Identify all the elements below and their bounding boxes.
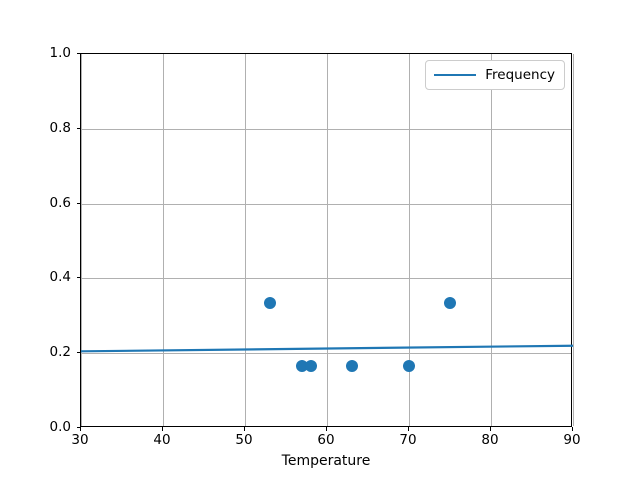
gridline-x	[491, 54, 492, 426]
line-series-frequency	[81, 344, 573, 353]
data-point	[304, 359, 317, 372]
legend-line-sample	[434, 73, 477, 77]
data-point	[345, 359, 358, 372]
legend-label-frequency: Frequency	[485, 67, 555, 83]
x-tick-label: 30	[71, 432, 89, 448]
y-tick-label: 0.8	[49, 119, 71, 136]
x-tick-label: 70	[399, 432, 417, 448]
y-tick	[76, 277, 80, 279]
frequency-line	[81, 344, 573, 353]
data-layer	[81, 54, 573, 428]
y-tick	[76, 127, 80, 129]
x-tick	[244, 427, 245, 431]
x-tick	[408, 427, 409, 431]
x-tick	[326, 427, 327, 431]
gridline-x	[409, 54, 410, 426]
gridline-x	[245, 54, 246, 426]
plot-area: Frequency	[80, 53, 574, 428]
y-tick	[76, 352, 80, 354]
gridline-y	[81, 128, 571, 130]
x-tick-label: 50	[235, 432, 253, 448]
gridline-x	[573, 54, 574, 426]
data-point	[403, 359, 415, 372]
x-axis-label: Temperature	[281, 453, 371, 469]
data-point	[263, 297, 276, 310]
y-tick	[76, 427, 80, 428]
y-tick	[76, 53, 80, 54]
x-tick-label: 90	[563, 432, 581, 448]
data-point	[444, 297, 456, 310]
gridline-x	[163, 54, 164, 426]
gridline-y	[81, 353, 571, 355]
legend[interactable]: Frequency	[425, 60, 565, 90]
y-tick-label: 0.2	[49, 344, 71, 361]
x-tick-label: 40	[153, 432, 171, 448]
gridline-y	[81, 203, 571, 205]
y-tick	[76, 202, 80, 204]
gridline-x	[81, 54, 82, 426]
y-tick-label: 0.6	[49, 194, 71, 211]
x-tick	[490, 427, 491, 431]
x-tick	[572, 427, 573, 431]
x-tick-label: 80	[481, 432, 499, 448]
y-tick-label: 1.0	[49, 45, 71, 61]
x-tick-label: 60	[317, 432, 335, 448]
gridline-x	[327, 54, 328, 426]
y-tick-label: 0.4	[49, 269, 71, 286]
y-tick-label: 0.0	[49, 419, 71, 435]
gridline-y	[81, 278, 571, 280]
x-tick	[80, 427, 81, 431]
x-tick	[162, 427, 163, 431]
